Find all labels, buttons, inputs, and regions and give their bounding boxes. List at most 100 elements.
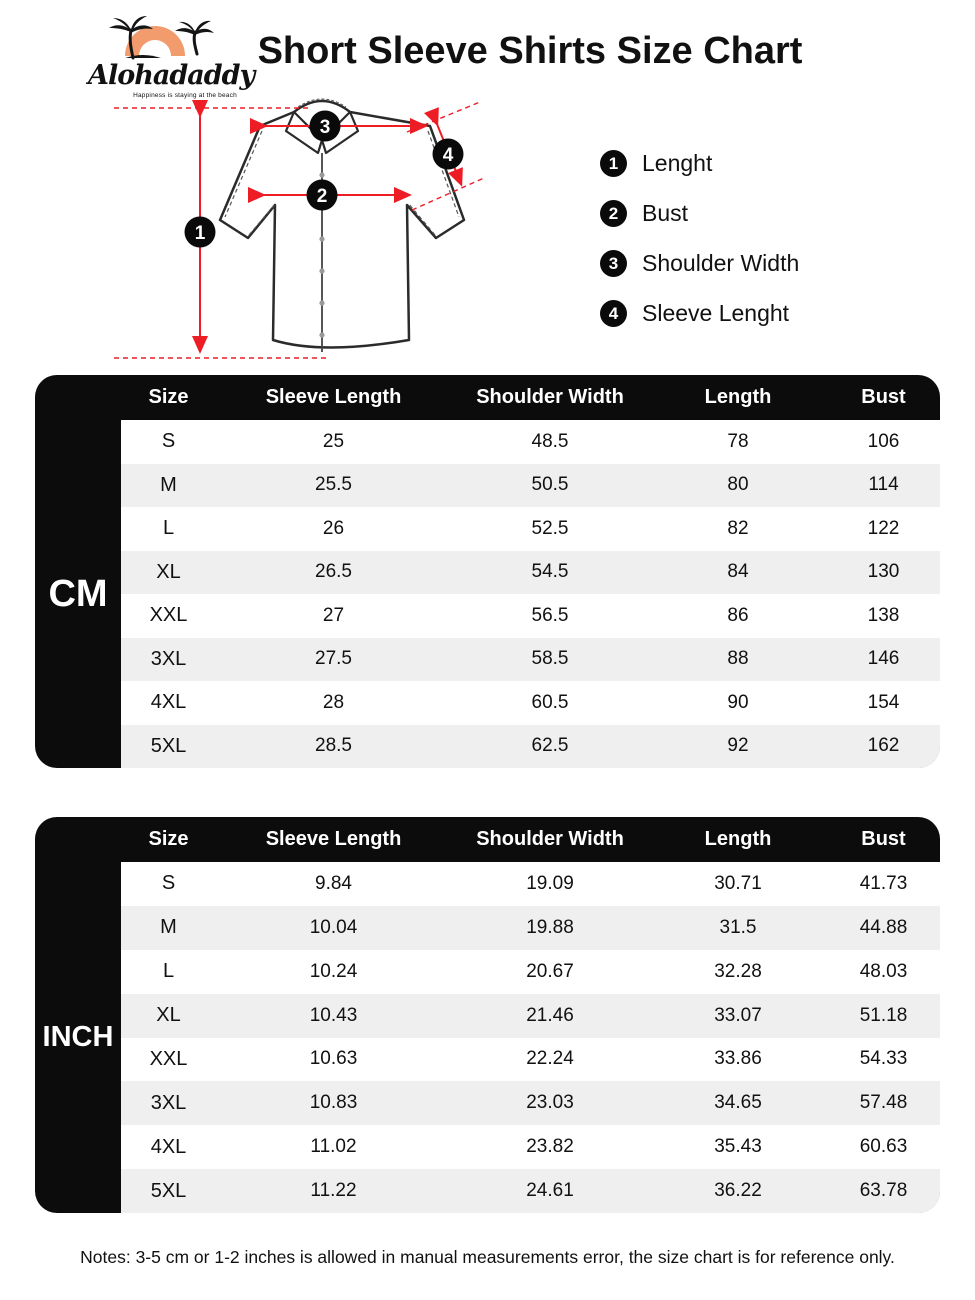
value-cell: 54.33 [859, 1048, 908, 1070]
value-cell: 27.5 [315, 648, 352, 670]
column-header: Bust [861, 828, 906, 850]
column-header: Size [148, 386, 189, 408]
value-cell: 31.5 [719, 916, 757, 938]
table-row: S 9.84 19.09 30.71 41.73 [121, 862, 940, 906]
value-cell: 33.86 [714, 1048, 762, 1070]
legend: 1 Lenght 2 Bust 3 Shoulder Width 4 Sleeve Lengh… [600, 150, 799, 350]
brand-logo: Alohadaddy Happiness is staying at the b… [88, 12, 255, 99]
value-cell: 19.88 [526, 916, 574, 938]
table-row: 3XL 27.5 58.5 88 146 [121, 637, 940, 681]
value-cell: 58.5 [531, 648, 569, 670]
column-header: Length [704, 386, 772, 408]
legend-badge-icon: 3 [600, 250, 627, 277]
notes-text: Notes: 3-5 cm or 1-2 inches is allowed i… [80, 1247, 895, 1267]
size-cell: S [161, 430, 176, 453]
size-cell: 5XL [150, 734, 187, 757]
table-row: M 25.5 50.5 80 114 [121, 463, 940, 507]
table-row: 5XL 11.22 24.61 36.22 63.78 [121, 1169, 940, 1213]
size-table-cm: Size Sleeve Length Shoulder Width Length Bus… [35, 375, 940, 768]
value-cell: 33.07 [714, 1004, 762, 1026]
value-cell: 41.73 [859, 872, 908, 894]
table-row: M 10.04 19.88 31.5 44.88 [121, 905, 940, 950]
unit-label: CM [48, 572, 108, 615]
value-cell: 10.04 [309, 916, 358, 938]
value-cell: 50.5 [531, 474, 569, 496]
value-cell: 57.48 [859, 1092, 908, 1114]
value-cell: 82 [727, 517, 749, 539]
value-cell: 48.03 [859, 960, 908, 982]
value-cell: 23.03 [526, 1092, 574, 1114]
legend-item-4: 4 Sleeve Lenght [600, 300, 799, 327]
legend-label: Bust [642, 200, 689, 226]
legend-item-2: 2 Bust [600, 200, 799, 227]
value-cell: 28 [322, 691, 345, 713]
value-cell: 51.18 [859, 1004, 908, 1026]
value-cell: 36.22 [714, 1180, 762, 1202]
table-header: Size Sleeve Length Shoulder Width Length Bus… [35, 817, 940, 862]
size-cell: L [162, 517, 175, 540]
size-cell: M [160, 473, 177, 496]
value-cell: 78 [727, 430, 749, 452]
size-cell: 5XL [150, 1179, 187, 1202]
size-table-inch: Size Sleeve Length Shoulder Width Length Bus… [35, 817, 940, 1213]
column-header: Sleeve Length [265, 386, 402, 408]
value-cell: 24.61 [526, 1180, 574, 1202]
value-cell: 11.22 [310, 1180, 357, 1202]
table-row: XL 26.5 54.5 84 130 [121, 550, 940, 594]
size-cell: XXL [149, 604, 188, 627]
table-row: 5XL 28.5 62.5 92 162 [121, 724, 940, 768]
table-rows: S 9.84 19.09 30.71 41.73 M 10.04 19.88 31.5 44.88… [121, 862, 940, 1213]
value-cell: 32.28 [714, 960, 762, 982]
value-cell: 20.67 [526, 960, 574, 982]
value-cell: 138 [867, 604, 900, 626]
value-cell: 90 [727, 691, 749, 713]
legend-badge-icon: 2 [600, 200, 627, 227]
table-row: 3XL 10.83 23.03 34.65 57.48 [121, 1081, 940, 1126]
table-header: Size Sleeve Length Shoulder Width Length Bus… [35, 375, 940, 420]
value-cell: 10.63 [309, 1048, 358, 1070]
value-cell: 162 [867, 735, 900, 757]
value-cell: 21.46 [526, 1004, 574, 1026]
shirt-outline [218, 98, 466, 352]
value-cell: 60.63 [859, 1136, 908, 1158]
value-cell: 84 [727, 561, 749, 583]
legend-label: Shoulder Width [642, 250, 800, 276]
value-cell: 23.82 [526, 1136, 574, 1158]
value-cell: 60.5 [531, 691, 569, 713]
size-cell: L [162, 960, 175, 983]
table-row: 4XL 11.02 23.82 35.43 60.63 [121, 1125, 940, 1169]
value-cell: 9.84 [315, 872, 352, 894]
legend-badge-icon: 4 [600, 300, 627, 327]
value-cell: 10.24 [309, 960, 358, 982]
value-cell: 92 [727, 735, 749, 757]
unit-label: INCH [42, 1021, 114, 1053]
shirt-diagram: 1 2 3 4 [112, 90, 524, 376]
brand-tagline: Happiness is staying at the beach [133, 92, 237, 99]
legend-badge-icon: 1 [600, 150, 627, 177]
size-cell: S [161, 872, 176, 895]
table-header-columns: Size Sleeve Length Shoulder Width Length Bus… [121, 386, 940, 409]
size-cell: 4XL [150, 691, 187, 714]
value-cell: 26 [322, 517, 345, 539]
size-cell: M [160, 916, 177, 939]
legend-label: Sleeve Lenght [642, 300, 790, 326]
column-header: Size [148, 828, 189, 850]
value-cell: 19.09 [526, 872, 574, 894]
table-row: S 25 48.5 78 106 [121, 420, 940, 464]
table-row: L 10.24 20.67 32.28 48.03 [121, 950, 940, 994]
value-cell: 62.5 [531, 735, 569, 757]
column-header: Shoulder Width [476, 386, 624, 408]
value-cell: 11.02 [310, 1136, 357, 1158]
badge-2: 2 [306, 179, 338, 211]
value-cell: 26.5 [315, 561, 352, 583]
legend-item-3: 3 Shoulder Width [600, 250, 799, 277]
page-title: Short Sleeve Shirts Size Chart [257, 30, 803, 72]
size-cell: 4XL [150, 1135, 187, 1158]
size-cell: 3XL [150, 647, 187, 670]
value-cell: 28.5 [315, 735, 352, 757]
value-cell: 106 [867, 430, 900, 452]
value-cell: 10.83 [309, 1092, 358, 1114]
value-cell: 52.5 [531, 517, 569, 539]
badge-4: 4 [432, 138, 464, 170]
table-row: XL 10.43 21.46 33.07 51.18 [121, 993, 940, 1038]
